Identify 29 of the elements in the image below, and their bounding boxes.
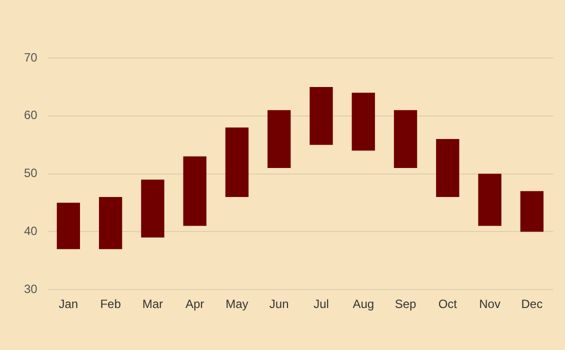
bar (394, 110, 418, 168)
bar (520, 191, 544, 232)
bar (56, 202, 80, 250)
x-tick-label: Jul (314, 297, 329, 312)
y-tick-label: 70 (24, 50, 38, 64)
x-tick-label: Oct (438, 297, 458, 312)
y-tick-label: 40 (24, 224, 38, 238)
x-tick-label: Sep (394, 297, 417, 312)
x-tick-label: May (226, 297, 248, 312)
bar (98, 196, 122, 250)
x-tick-label: Apr (185, 297, 204, 312)
x-tick-label: Jan (58, 297, 78, 312)
x-tick-label: Mar (142, 297, 164, 312)
x-tick-label: Nov (479, 297, 500, 312)
bar (225, 127, 249, 197)
bar (478, 174, 502, 226)
y-tick-label: 50 (24, 166, 38, 180)
bar (141, 180, 164, 238)
x-tick-label: Dec (521, 297, 543, 312)
bar (310, 86, 333, 145)
x-tick-label: Jun (269, 297, 289, 312)
bar (183, 156, 206, 226)
x-tick-label: Feb (100, 297, 122, 312)
bar (436, 139, 460, 197)
bar (268, 110, 291, 168)
y-tick-label: 30 (24, 282, 38, 296)
y-tick-label: 60 (24, 108, 38, 122)
x-tick-label: Aug (352, 297, 374, 312)
bar (352, 92, 375, 151)
